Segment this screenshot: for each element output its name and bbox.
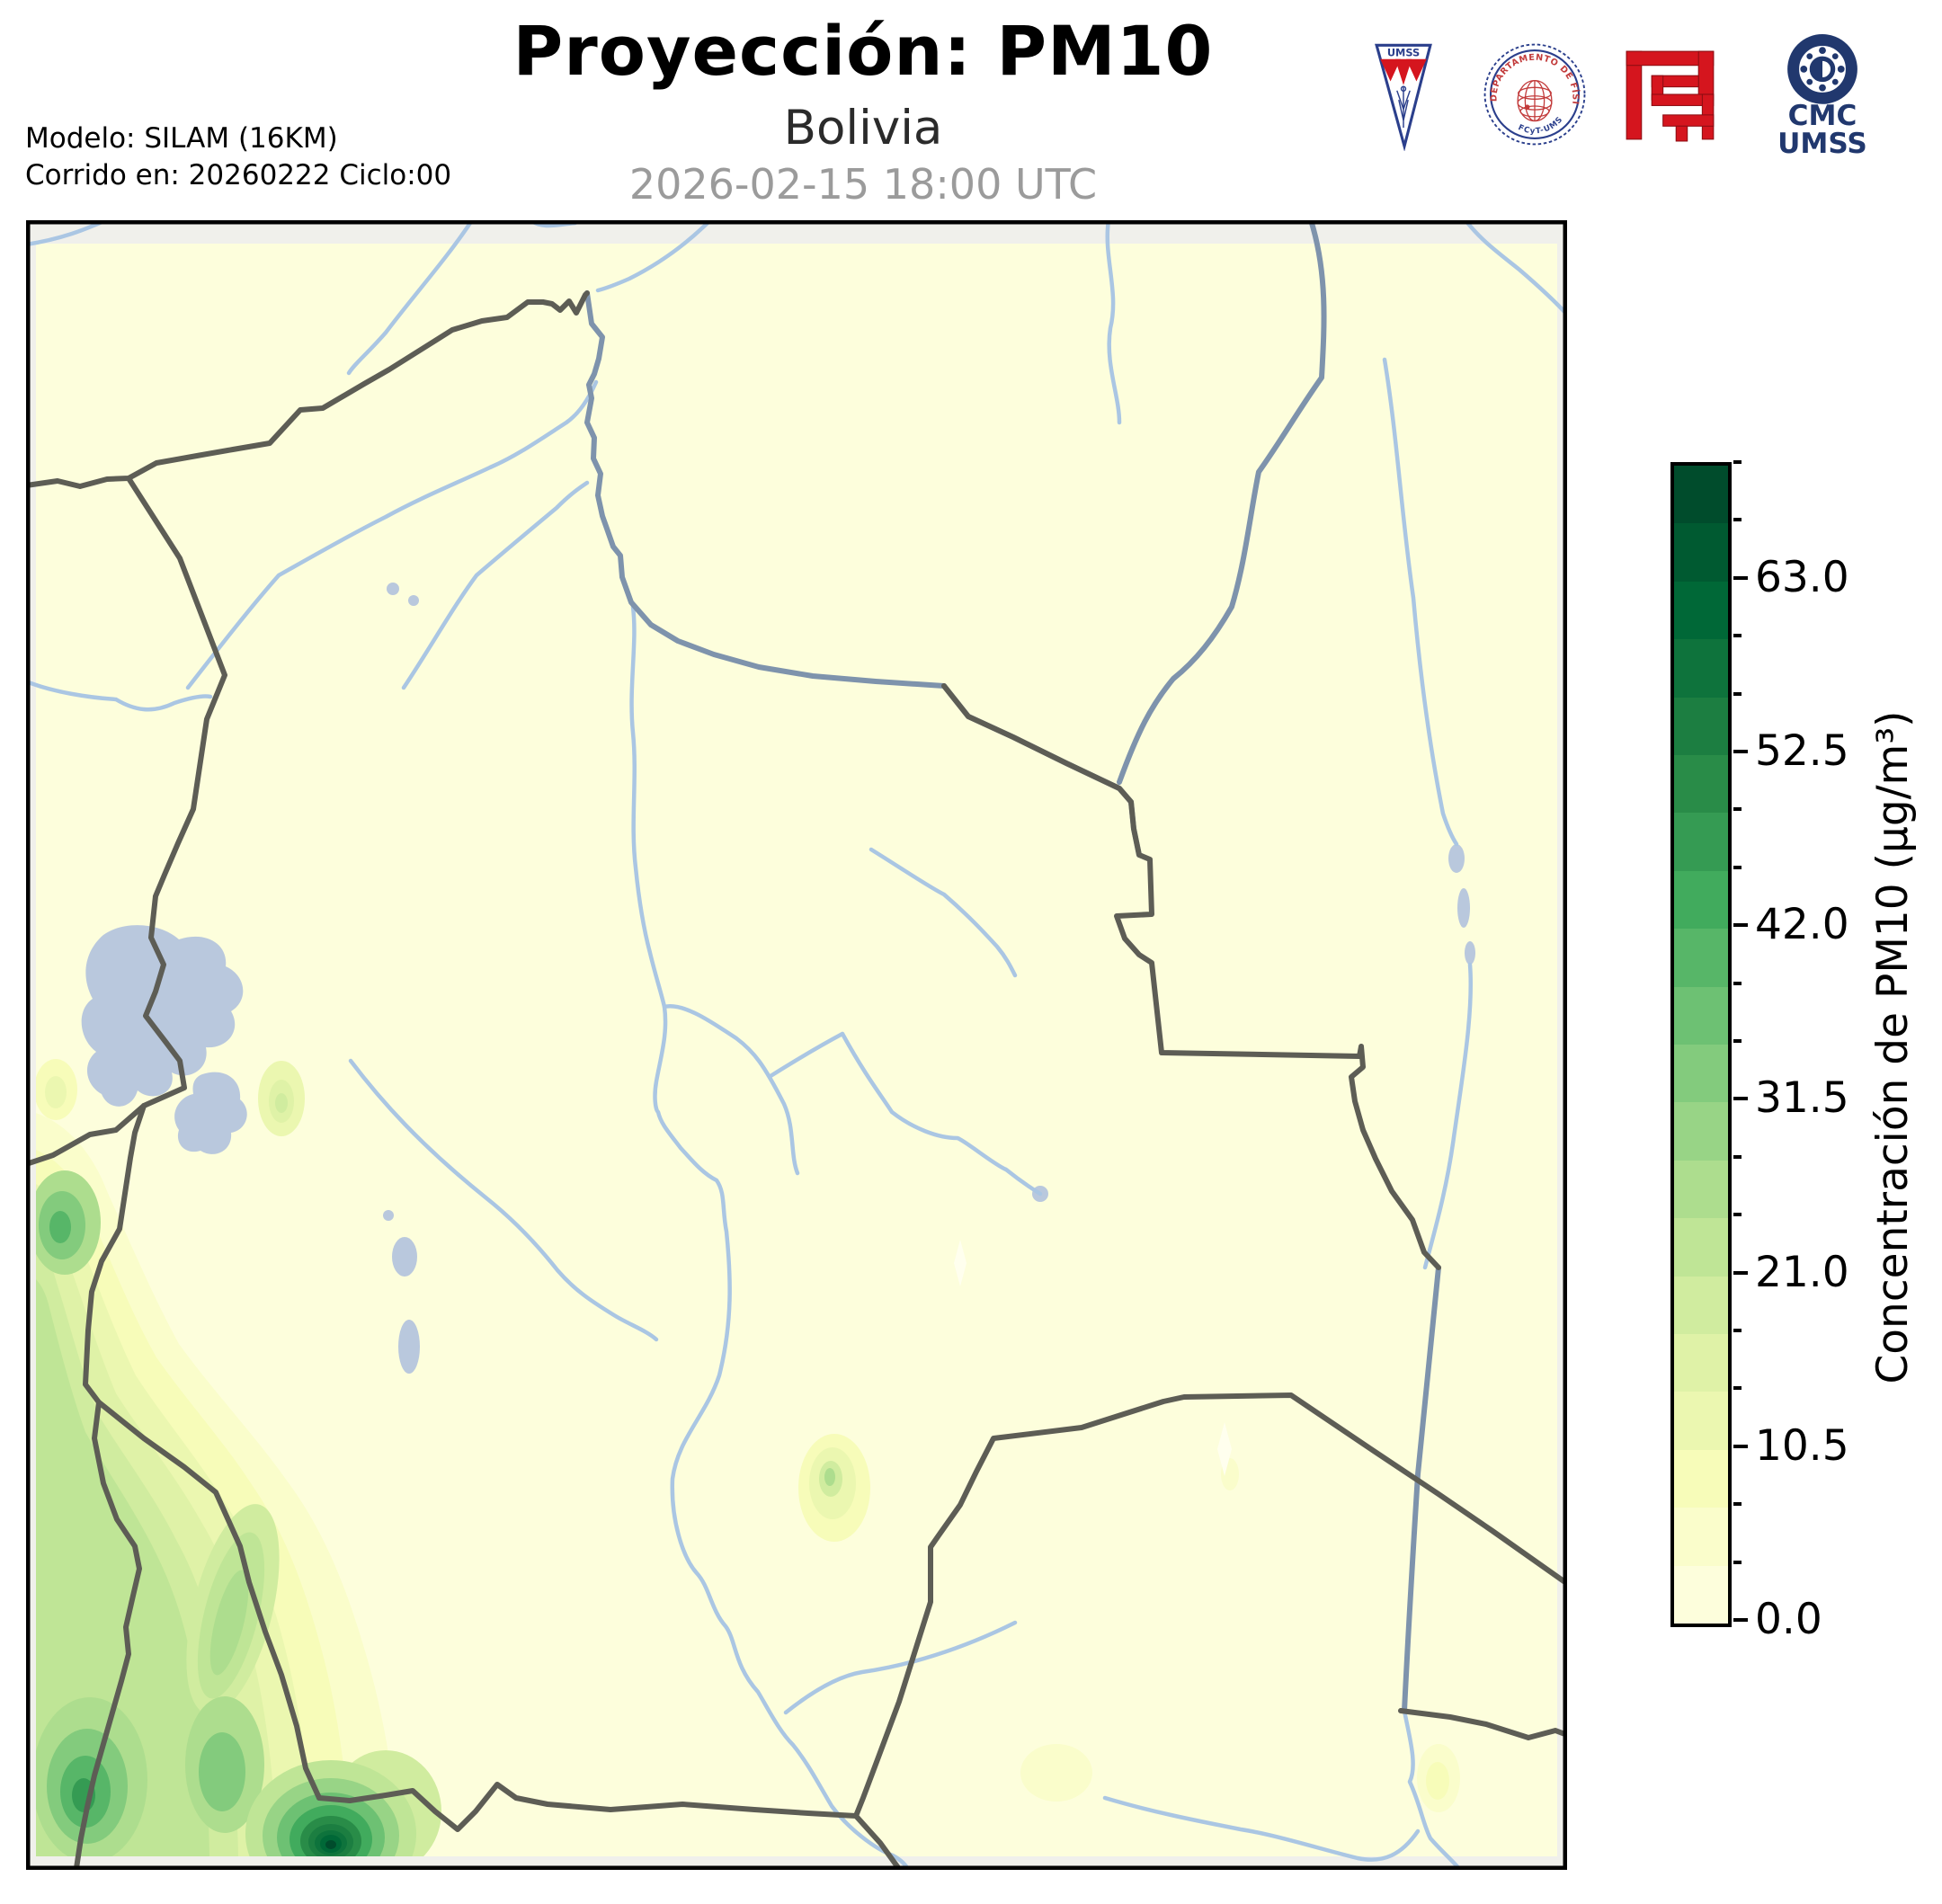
border-peru-chile: [26, 1103, 147, 1167]
river-paraguay: [1402, 1265, 1441, 1713]
colorbar-minor-tick: [1733, 1502, 1742, 1507]
pm10-plume-southeast: [1020, 1458, 1460, 1812]
colorbar-minor-tick: [1733, 1213, 1742, 1217]
colorbar-segment-17: [1674, 581, 1728, 640]
colorbar-major-tick: [1733, 1618, 1748, 1622]
river-ne: [1117, 220, 1327, 785]
lake-titicaca-minor: [174, 1072, 247, 1154]
forecast-datetime: 2026-02-15 18:00 UTC: [628, 160, 1098, 209]
model-info: Modelo: SILAM (16KM) Corrido en: 2026022…: [25, 120, 451, 194]
rivers: [26, 220, 1567, 1870]
colorbar-segment-10: [1674, 986, 1728, 1045]
pennant-antenna: [1396, 85, 1411, 129]
border-chile-west: [74, 1103, 147, 1870]
colorbar-segment-12: [1674, 870, 1728, 930]
map-bolivia: [26, 220, 1567, 1870]
physics-department-seal: DEPARTAMENTO DE FÍSICA FCyT-UMSS: [1482, 36, 1586, 146]
colorbar-segment-11: [1674, 929, 1728, 987]
colorbar-tick-label: 0.0: [1755, 1595, 1822, 1644]
fcyt-red-logo: [1626, 50, 1715, 142]
colorbar-tick-label: 52.5: [1755, 726, 1849, 776]
colorbar-minor-tick: [1733, 691, 1742, 696]
colorbar-tick-label: 10.5: [1755, 1420, 1849, 1471]
cmc-text-line1: CMC: [1788, 100, 1857, 132]
colorbar-segment-18: [1674, 523, 1728, 582]
colorbar-minor-tick: [1733, 518, 1742, 522]
umss-pennant-logo: UMSS: [1375, 43, 1432, 151]
colorbar-segment-14: [1674, 754, 1728, 814]
page-title: Proyección: PM10: [512, 11, 1214, 91]
colorbar-minor-tick: [1733, 634, 1742, 638]
colorbar-tick-label: 42.0: [1755, 900, 1849, 950]
model-run: Corrido en: 20260222 Ciclo:00: [25, 159, 452, 191]
colorbar-minor-tick: [1733, 1329, 1742, 1332]
colorbar-minor-tick: [1733, 865, 1742, 869]
colorbar-ticks: [1733, 460, 1760, 1627]
colorbar-tick-label: 21.0: [1755, 1247, 1849, 1297]
colorbar-major-tick: [1733, 750, 1748, 753]
pm10-plume-altiplano: [36, 1059, 305, 1136]
cmc-umss-logo: CMC UMSS: [1777, 34, 1867, 160]
colorbar-segment-2: [1674, 1449, 1728, 1508]
colorbar-major-tick: [1733, 1444, 1748, 1448]
border-peru: [126, 476, 227, 1108]
cmc-sun-rays: [1800, 47, 1845, 92]
colorbar-segment-8: [1674, 1102, 1728, 1161]
colorbar-major-tick: [1733, 1097, 1748, 1101]
colorbar-segment-4: [1674, 1333, 1728, 1392]
colorbar-segment-15: [1674, 697, 1728, 755]
colorbar-tick-labels: 0.0 10.5 21.0 31.5 42.0 52.5 63.0: [1755, 462, 1899, 1642]
cmc-text-line2: UMSS: [1777, 128, 1867, 160]
colorbar-major-tick: [1733, 575, 1748, 580]
colorbar-major-tick: [1733, 923, 1748, 928]
border-argentina: [316, 1782, 859, 1832]
pennant-label: UMSS: [1387, 47, 1420, 59]
model-name: Modelo: SILAM (16KM): [25, 122, 338, 155]
border-southeast: [1398, 1708, 1567, 1740]
colorbar-minor-tick: [1733, 981, 1742, 985]
pm10-contours: [36, 1059, 1460, 1856]
colorbar-segment-1: [1674, 1508, 1728, 1566]
colorbar-tick-label: 31.5: [1755, 1073, 1849, 1124]
border-tripoint-south: [853, 1813, 902, 1870]
seal-globe: [1517, 80, 1553, 122]
colorbar-segment-0: [1674, 1565, 1728, 1624]
colorbar-major-tick: [1733, 1270, 1748, 1275]
colorbar-segment-6: [1674, 1218, 1728, 1277]
pm10-low-dips: [954, 1240, 1232, 1476]
lake-titicaca: [81, 925, 244, 1107]
colorbar-segment-19: [1674, 465, 1728, 524]
river-mamore: [584, 290, 947, 689]
border-chile-bolivia: [96, 1400, 322, 1801]
lake-salar: [398, 1320, 420, 1374]
map-frame: [26, 220, 1567, 1870]
border-paraguay: [853, 1392, 1567, 1819]
country-borders: [26, 290, 1567, 1870]
border-east-brazil: [941, 683, 1441, 1270]
colorbar-segment-16: [1674, 639, 1728, 698]
lake-poopo: [392, 1237, 417, 1277]
pm10-plume-south-center: [798, 1434, 870, 1542]
lakes: [81, 583, 1475, 1374]
colorbar-minor-tick: [1733, 1386, 1742, 1391]
colorbar: [1670, 462, 1732, 1627]
colorbar-minor-tick: [1733, 460, 1742, 464]
colorbar-minor-tick: [1733, 1154, 1742, 1159]
pm10-plume-west: [36, 1113, 441, 1856]
colorbar-segment-5: [1674, 1276, 1728, 1334]
colorbar-minor-tick: [1733, 1560, 1742, 1564]
colorbar-axis-title: Concentración de PM10 (µg/m³): [1868, 710, 1918, 1384]
colorbar-segment-3: [1674, 1392, 1728, 1450]
colorbar-segment-7: [1674, 1160, 1728, 1219]
colorbar-minor-tick: [1733, 807, 1742, 812]
colorbar-segment-9: [1674, 1044, 1728, 1103]
page-subtitle: Bolivia: [783, 101, 943, 156]
colorbar-tick-label: 63.0: [1755, 552, 1849, 602]
colorbar-minor-tick: [1733, 1039, 1742, 1043]
colorbar-segment-13: [1674, 813, 1728, 871]
